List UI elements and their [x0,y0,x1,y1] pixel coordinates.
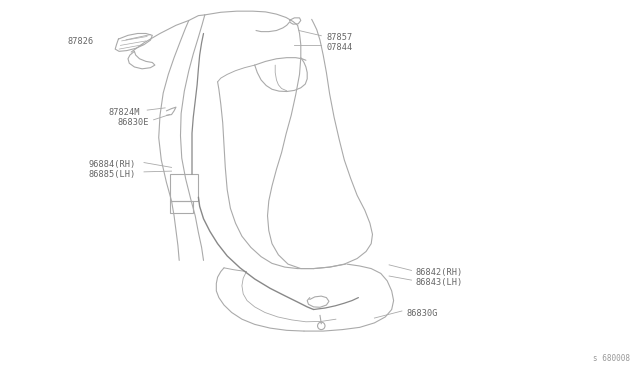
Text: 87826: 87826 [67,37,93,46]
Text: 96884(RH): 96884(RH) [88,160,136,169]
Text: 86843(LH): 86843(LH) [416,278,463,286]
Text: 86830G: 86830G [406,309,438,318]
Text: 87824M: 87824M [109,108,140,117]
Text: 86885(LH): 86885(LH) [88,170,136,179]
Bar [170,174,198,201]
Text: 07844: 07844 [326,43,353,52]
Text: 87857: 87857 [326,33,353,42]
Text: 86830E: 86830E [117,118,148,127]
Text: 86842(RH): 86842(RH) [416,268,463,277]
Bar [170,201,193,213]
Text: s 680008: s 680008 [593,354,630,363]
